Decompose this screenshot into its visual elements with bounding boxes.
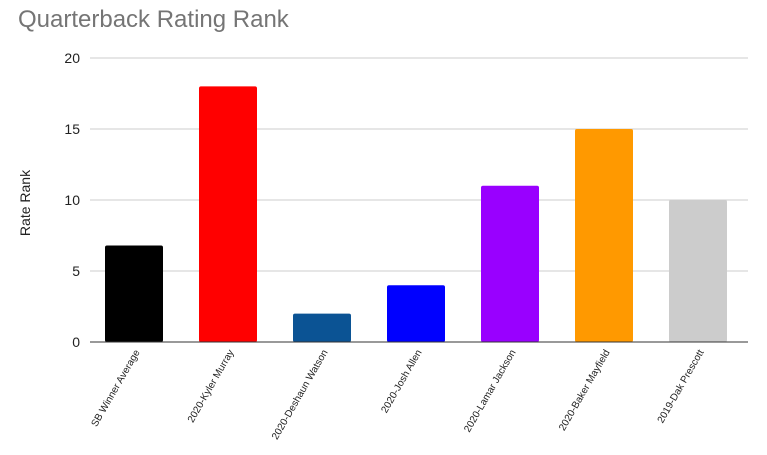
x-tick-label: 2020-Josh Allen	[379, 348, 424, 415]
x-tick-label: 2020-Lamar Jackson	[462, 348, 518, 434]
y-tick-label: 0	[72, 334, 80, 350]
bars	[105, 86, 727, 343]
x-axis-labels: SB Winner Average 2020-Kyler Murray 2020-D…	[90, 348, 707, 442]
x-tick-label: 2020-Kyler Murray	[186, 348, 237, 425]
bar	[575, 129, 633, 342]
y-axis-title: Rate Rank	[17, 169, 33, 236]
y-tick-label: 5	[72, 263, 80, 279]
gridlines	[90, 57, 748, 272]
x-tick-label: SB Winner Average	[90, 348, 143, 429]
bar	[387, 285, 445, 342]
x-tick-label: 2020-Baker Mayfield	[557, 348, 612, 433]
bar	[105, 245, 163, 342]
bar	[669, 200, 727, 342]
bar	[293, 313, 351, 342]
x-tick-label: 2020-Deshaun Watson	[270, 348, 330, 442]
y-tick-label: 10	[64, 192, 80, 208]
chart-title: Quarterback Rating Rank	[18, 6, 289, 33]
y-tick-label: 15	[64, 121, 80, 137]
bar	[481, 185, 539, 342]
y-axis-ticks: 0 5 10 15 20	[64, 50, 80, 350]
x-tick-label: 2019-Dak Prescott	[656, 348, 707, 425]
bar	[199, 86, 257, 343]
y-tick-label: 20	[64, 50, 80, 66]
